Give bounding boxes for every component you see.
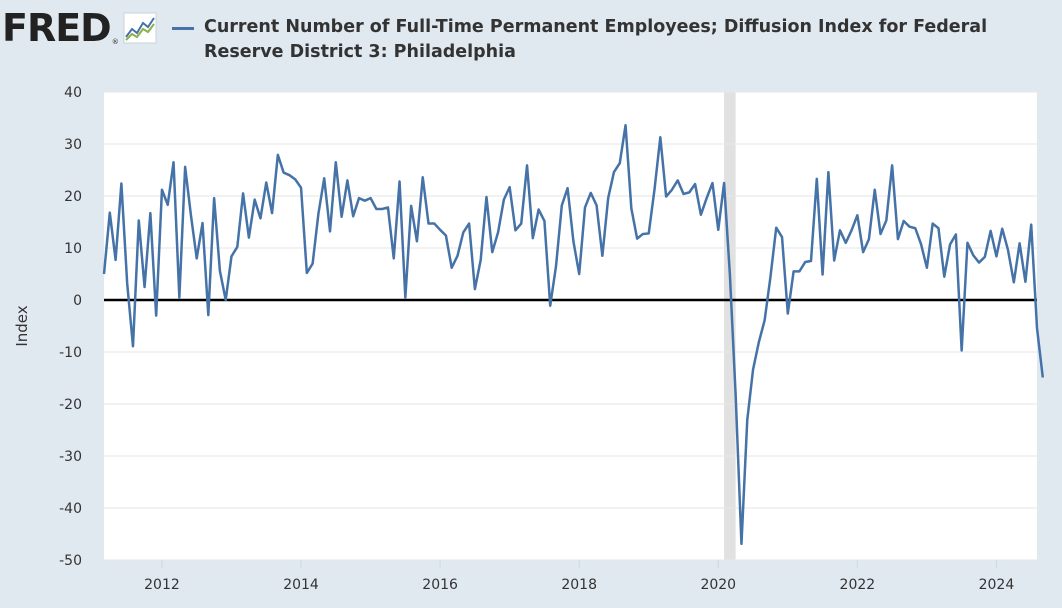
- chart-title: Current Number of Full-Time Permanent Em…: [204, 17, 988, 62]
- x-tick-label: 2022: [840, 577, 876, 593]
- recession-shading-layer: [724, 92, 736, 560]
- y-tick-label: 10: [64, 241, 82, 257]
- y-tick-label: -10: [59, 345, 82, 361]
- y-tick-label: -30: [59, 449, 82, 465]
- x-tick-label: 2014: [283, 577, 319, 593]
- legend-series-swatch: [172, 27, 194, 30]
- y-tick-label: 40: [64, 85, 82, 101]
- y-axis-title: Index: [13, 305, 31, 346]
- y-tick-label: 30: [64, 137, 82, 153]
- trend-chart-icon: [123, 12, 157, 48]
- x-tick-label: 2024: [979, 577, 1015, 593]
- x-axis-ticks: 2012 2014 2016 2018 2020 2022 2024: [144, 560, 1014, 593]
- x-tick-label: 2012: [144, 577, 180, 593]
- gridlines: [104, 91, 1037, 561]
- fred-logo-text: FRED: [2, 6, 112, 50]
- y-tick-label: -50: [59, 553, 82, 569]
- x-tick-label: 2016: [422, 577, 458, 593]
- series-line[interactable]: [102, 124, 1045, 546]
- x-tick-label: 2018: [561, 577, 597, 593]
- y-axis-ticks: 40 30 20 10 0 -10 -20 -30 -40 -50: [59, 85, 82, 569]
- registered-mark: ®: [111, 38, 119, 46]
- plot-area: [104, 92, 1037, 560]
- y-tick-label: 0: [73, 293, 82, 309]
- y-tick-label: 20: [64, 189, 82, 205]
- fred-logo[interactable]: FRED ®: [2, 6, 157, 50]
- y-tick-label: -20: [59, 397, 82, 413]
- x-tick-label: 2020: [700, 577, 736, 593]
- chart-header: FRED ® Current Number of Full-Time Perma…: [0, 0, 1062, 80]
- recession-band-0: [724, 92, 736, 560]
- y-tick-label: -40: [59, 501, 82, 517]
